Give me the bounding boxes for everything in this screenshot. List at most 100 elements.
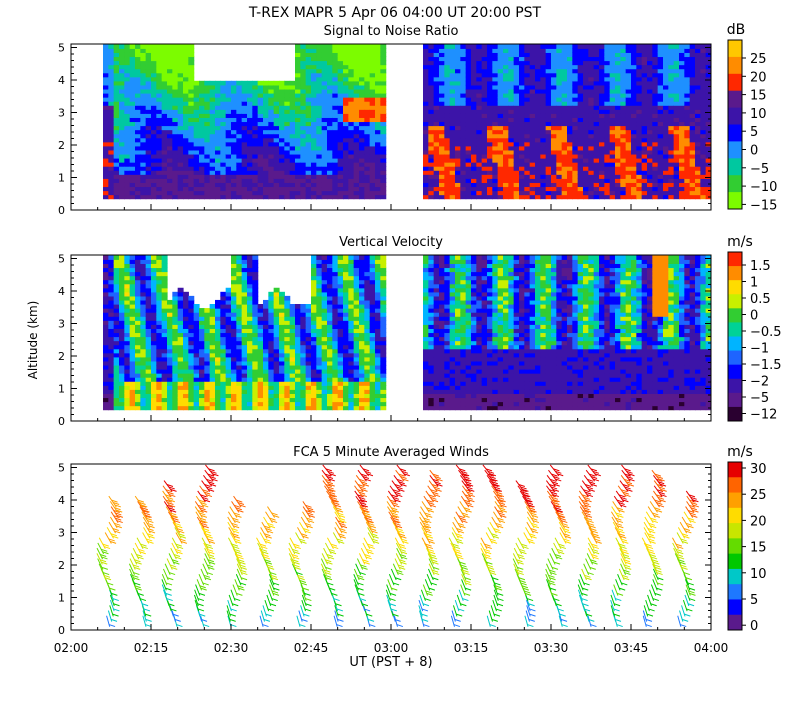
heatmap-cell [588, 105, 595, 110]
heatmap-cell [268, 137, 275, 143]
heatmap-cell [641, 44, 648, 49]
heatmap-cell [273, 158, 280, 163]
heatmap-cell [135, 141, 141, 147]
heatmap-cell [113, 133, 120, 139]
heatmap-cell [140, 162, 147, 167]
heatmap-cell [519, 60, 525, 66]
heatmap-cell [369, 88, 376, 94]
heatmap-cell [545, 133, 552, 139]
heatmap-cell [225, 312, 232, 317]
heatmap-cell [156, 48, 163, 53]
heatmap-cell [236, 153, 243, 159]
heatmap-cell [188, 178, 195, 183]
heatmap-cell [209, 377, 216, 382]
heatmap-cell [108, 133, 115, 139]
heatmap-cell [183, 121, 189, 127]
heatmap-cell [161, 299, 168, 305]
heatmap-cell [455, 129, 461, 135]
heatmap-cell [231, 287, 237, 293]
heatmap-cell [513, 162, 520, 167]
heatmap-cell [263, 186, 269, 192]
heatmap-cell [188, 393, 195, 399]
heatmap-cell [108, 344, 115, 350]
heatmap-cell [236, 308, 243, 313]
heatmap-cell [300, 174, 307, 179]
heatmap-cell [444, 44, 451, 49]
heatmap-cell [119, 352, 125, 358]
heatmap-cell [247, 328, 253, 334]
heatmap-cell [684, 137, 691, 143]
heatmap-cell [636, 194, 643, 200]
heatmap-cell [471, 153, 477, 159]
heatmap-cell [604, 101, 611, 106]
heatmap-cell [556, 174, 563, 179]
heatmap-cell [247, 397, 253, 403]
heatmap-cell [503, 109, 509, 114]
heatmap-cell [625, 166, 632, 171]
heatmap-cell [369, 125, 376, 131]
heatmap-cell [167, 190, 173, 196]
heatmap-cell [177, 393, 184, 399]
heatmap-cell [503, 170, 509, 175]
heatmap-cell [487, 153, 493, 159]
heatmap-cell [263, 149, 269, 155]
heatmap-cell [183, 125, 189, 131]
heatmap-cell [156, 304, 163, 309]
heatmap-cell [369, 64, 376, 70]
heatmap-cell [252, 332, 259, 338]
heatmap-cell [188, 299, 195, 305]
heatmap-cell [316, 149, 323, 155]
heatmap-cell [311, 145, 317, 151]
heatmap-cell [337, 76, 344, 82]
heatmap-cell [535, 93, 541, 98]
heatmap-cell [305, 68, 312, 74]
heatmap-cell [524, 145, 531, 151]
heatmap-cell [668, 162, 675, 167]
heatmap-cell [135, 182, 141, 188]
heatmap-cell [551, 129, 557, 135]
heatmap-cell [599, 158, 605, 163]
heatmap-cell [151, 308, 157, 313]
heatmap-cell [460, 48, 467, 53]
heatmap-cell [177, 373, 184, 378]
heatmap-cell [311, 153, 317, 159]
heatmap-cell [481, 129, 488, 135]
heatmap-cell [236, 80, 243, 86]
heatmap-cell [193, 344, 200, 350]
heatmap-cell [231, 84, 237, 90]
heatmap-cell [567, 153, 573, 159]
heatmap-cell [113, 162, 120, 167]
heatmap-cell [327, 93, 333, 98]
heatmap-cell [631, 48, 637, 53]
heatmap-cell [529, 162, 536, 167]
heatmap-cell [508, 186, 515, 192]
heatmap-cell [695, 174, 701, 179]
heatmap-cell [172, 72, 179, 78]
heatmap-cell [663, 93, 669, 98]
heatmap-cell [295, 76, 301, 82]
heatmap-cell [161, 373, 168, 378]
heatmap-cell [487, 93, 493, 98]
heatmap-cell [279, 381, 285, 386]
heatmap-cell [257, 360, 264, 366]
heatmap-cell [673, 125, 680, 131]
heatmap-cell [231, 88, 237, 94]
heatmap-cell [497, 129, 504, 135]
heatmap-cell [252, 145, 259, 151]
heatmap-cell [620, 162, 627, 167]
heatmap-cell [172, 356, 179, 362]
heatmap-cell [241, 312, 248, 317]
heatmap-cell [247, 320, 253, 325]
heatmap-cell [609, 93, 616, 98]
heatmap-cell [609, 44, 616, 49]
heatmap-cell [332, 97, 339, 102]
heatmap-cell [524, 141, 531, 147]
heatmap-cell [593, 145, 600, 151]
heatmap-cell [497, 88, 504, 94]
heatmap-cell [577, 72, 584, 78]
heatmap-cell [183, 162, 189, 167]
heatmap-cell [508, 52, 515, 58]
heatmap-cell [705, 170, 711, 175]
heatmap-cell [172, 182, 179, 188]
heatmap-cell [684, 84, 691, 90]
